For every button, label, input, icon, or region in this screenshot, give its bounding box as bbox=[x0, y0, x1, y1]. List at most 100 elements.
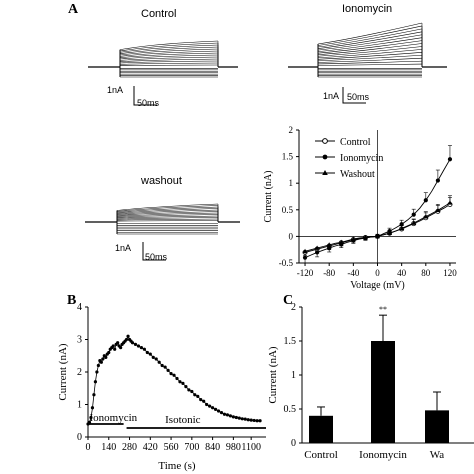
iv-point-washout bbox=[350, 236, 356, 241]
iv-point-ionomycin bbox=[447, 157, 453, 162]
ionomycin-scale-current: 1nA bbox=[323, 91, 340, 101]
trace-sweep-outward bbox=[119, 56, 219, 61]
time-data-point bbox=[243, 417, 247, 421]
bar-y-tick-label: 0 bbox=[291, 438, 296, 449]
panel-c-letter: C bbox=[283, 293, 294, 308]
trace-sweep-outward bbox=[317, 37, 423, 52]
time-data-point bbox=[211, 406, 215, 410]
time-x-tick-label: 840 bbox=[205, 442, 220, 453]
time-data-point bbox=[116, 341, 120, 345]
time-data-point bbox=[154, 357, 158, 361]
iv-point-washout bbox=[411, 220, 417, 225]
time-data-point bbox=[196, 394, 200, 398]
trace-sweep-outward bbox=[317, 28, 423, 48]
time-data-point bbox=[246, 418, 250, 422]
time-data-point bbox=[160, 363, 164, 368]
bar-significance-mark: ** bbox=[379, 305, 387, 314]
iv-y-tick-label: 0 bbox=[289, 231, 294, 241]
time-data-point bbox=[222, 412, 227, 416]
trace-sweep-outward bbox=[317, 43, 423, 55]
time-data-point bbox=[237, 416, 241, 420]
panel-b-letter: B bbox=[67, 293, 77, 308]
time-x-tick-label: 420 bbox=[143, 442, 158, 453]
time-y-tick-label: 0 bbox=[77, 432, 82, 443]
ionomycin-scale-time: 50ms bbox=[347, 92, 370, 102]
time-data-point bbox=[93, 380, 98, 384]
trace-sweep-outward bbox=[317, 25, 423, 46]
time-data-point bbox=[119, 346, 123, 350]
time-data-point bbox=[252, 418, 256, 423]
time-data-point bbox=[126, 334, 130, 338]
time-data-point bbox=[104, 355, 108, 359]
washout-trace-label: washout bbox=[141, 175, 182, 187]
time-data-point bbox=[216, 409, 221, 413]
time-data-point bbox=[89, 415, 93, 420]
iv-x-tick-label: 80 bbox=[421, 268, 431, 278]
time-y-tick-label: 1 bbox=[77, 400, 82, 411]
iv-point-washout bbox=[302, 248, 308, 254]
trace-sweep-outward bbox=[116, 209, 219, 215]
control-scale-current: 1nA bbox=[107, 85, 124, 95]
iv-point-washout bbox=[423, 214, 429, 219]
iv-y-tick-label: 1 bbox=[289, 178, 294, 188]
trace-sweep-outward bbox=[116, 214, 219, 218]
trace-sweep-outward bbox=[116, 217, 219, 220]
current-bar-chart: 0 0.5 1 1.5 2 Current (nA) Control ** Ionomycin W… bbox=[267, 302, 474, 461]
time-x-tick-label: 140 bbox=[101, 442, 116, 453]
time-x-tick-label: 560 bbox=[164, 442, 179, 453]
time-data-point bbox=[124, 337, 129, 342]
time-data-point bbox=[99, 360, 103, 364]
time-data-point bbox=[133, 342, 138, 346]
bar-category-label: Control bbox=[304, 449, 338, 461]
control-scale-bar bbox=[133, 86, 157, 106]
time-annotation-isotonic: Isotonic bbox=[165, 414, 201, 426]
time-data-point bbox=[157, 360, 161, 364]
iv-x-tick-label: -40 bbox=[347, 268, 359, 278]
iv-point-washout bbox=[387, 230, 392, 236]
time-data-point bbox=[255, 419, 259, 423]
time-x-tick-label: 0 bbox=[86, 442, 91, 453]
time-data-point bbox=[213, 407, 218, 411]
iv-point-washout bbox=[447, 200, 453, 205]
trace-sweep-outward bbox=[116, 218, 219, 221]
trace-sweep-outward bbox=[119, 52, 219, 58]
time-data-point bbox=[172, 373, 176, 377]
time-data-point bbox=[142, 347, 146, 351]
bar-y-axis-label: Current (nA) bbox=[267, 346, 279, 403]
trace-sweep-outward bbox=[317, 31, 423, 49]
washout-scale-bar bbox=[142, 242, 166, 261]
time-data-point bbox=[151, 355, 155, 359]
time-data-point bbox=[113, 347, 117, 351]
time-data-point bbox=[181, 381, 185, 385]
bar-y-tick-label: 2 bbox=[291, 302, 296, 313]
time-x-tick-label: 280 bbox=[122, 442, 137, 453]
iv-point-washout bbox=[326, 242, 332, 247]
control-trace-label: Control bbox=[141, 8, 177, 20]
iv-y-tick-label: -0.5 bbox=[279, 258, 294, 268]
iv-x-tick-label: 0 bbox=[375, 268, 380, 278]
trace-sweep-outward bbox=[119, 48, 219, 56]
time-data-point bbox=[205, 402, 209, 407]
time-data-point bbox=[208, 404, 212, 408]
time-data-point bbox=[166, 368, 170, 372]
iv-x-tick-label: -120 bbox=[297, 268, 314, 278]
iv-y-axis-label: Current (nA) bbox=[263, 171, 274, 223]
iv-y-tick-label: 2 bbox=[289, 125, 294, 135]
time-data-point bbox=[163, 365, 167, 369]
iv-point-washout bbox=[375, 233, 380, 239]
time-annotation-ionomycin: Ionomycin bbox=[89, 412, 137, 424]
iv-x-tick-label: -80 bbox=[323, 268, 335, 278]
bar-category-label: Wa bbox=[430, 449, 445, 461]
trace-sweep-outward bbox=[119, 40, 219, 50]
trace-sweep-outward bbox=[119, 60, 219, 64]
trace-sweep-outward bbox=[317, 22, 423, 45]
trace-sweep-outward bbox=[317, 40, 423, 54]
bar-category-label: Ionomycin bbox=[359, 449, 407, 461]
trace-sweep-outward bbox=[119, 62, 219, 65]
time-data-point bbox=[249, 418, 253, 422]
trace-sweep-outward bbox=[317, 63, 423, 66]
iv-legend-marker bbox=[322, 138, 328, 144]
time-data-point bbox=[90, 406, 95, 410]
time-data-point bbox=[219, 411, 224, 415]
